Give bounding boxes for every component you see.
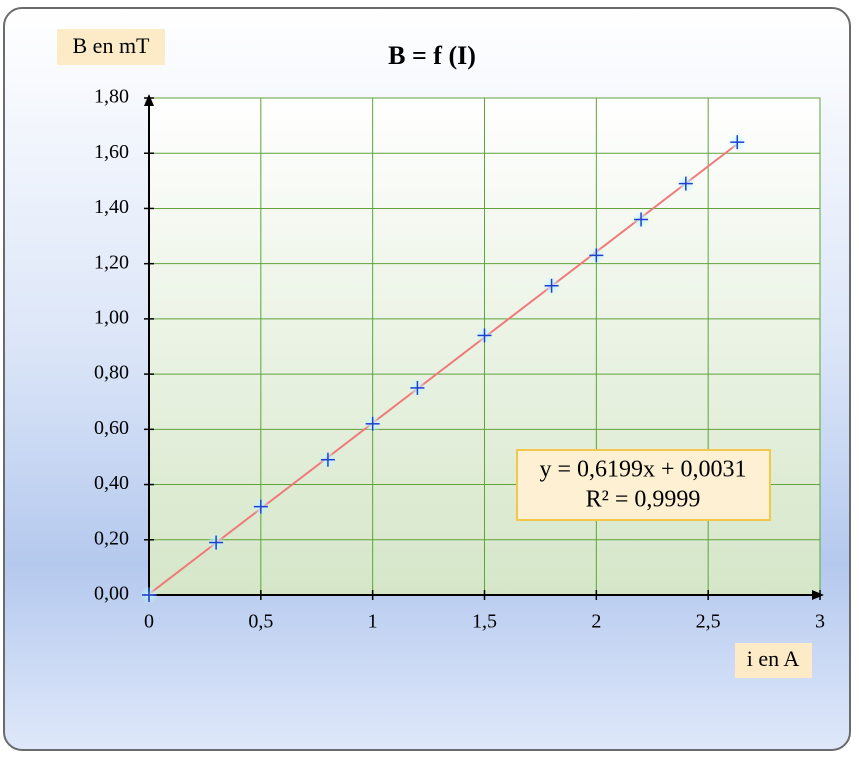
data-point bbox=[587, 246, 606, 265]
y-tick-label: 0,20 bbox=[94, 527, 129, 549]
y-label-box bbox=[57, 29, 165, 65]
y-tick-label: 1,60 bbox=[94, 141, 129, 163]
x-axis-label: i en A bbox=[747, 646, 800, 671]
y-tick-label: 1,00 bbox=[94, 306, 129, 328]
y-tick-label: 0,40 bbox=[94, 472, 129, 494]
x-tick-label: 1 bbox=[368, 611, 378, 633]
y-tick-label: 1,20 bbox=[94, 251, 129, 273]
data-point bbox=[363, 414, 382, 433]
data-point bbox=[318, 450, 337, 469]
data-point bbox=[542, 276, 561, 295]
x-tick-label: 0 bbox=[144, 611, 154, 633]
x-tick-label: 3 bbox=[815, 611, 825, 633]
data-point bbox=[676, 174, 695, 193]
x-tick-label: 1,5 bbox=[472, 611, 497, 633]
grid: 0,00 0,20 0,40 0,60 0,80 1,00 1,20 1,40 1,60 1,80… bbox=[94, 86, 825, 633]
y-tick-label: 0,80 bbox=[94, 362, 129, 384]
y-axis-label: B en mT bbox=[73, 33, 151, 58]
trendline-r2: R² = 0,9999 bbox=[586, 487, 701, 513]
y-tick-label: 0,60 bbox=[94, 417, 129, 439]
chart-title: B = f (I) bbox=[388, 41, 476, 70]
x-tick-label: 2,5 bbox=[696, 611, 721, 633]
x-label-box bbox=[735, 643, 812, 678]
x-tick-label: 0,5 bbox=[248, 611, 273, 633]
data-point bbox=[207, 533, 226, 552]
y-tick-label: 1,40 bbox=[94, 196, 129, 218]
data bbox=[140, 133, 747, 604]
data-point bbox=[140, 586, 158, 604]
x-tick-label: 2 bbox=[591, 611, 601, 633]
data-point bbox=[475, 326, 494, 345]
data-point bbox=[632, 210, 651, 229]
data-point bbox=[728, 133, 747, 152]
equation-box bbox=[516, 449, 771, 521]
y-tick-label: 1,80 bbox=[94, 86, 129, 108]
data-point bbox=[408, 378, 427, 397]
y-tick-label: 0,00 bbox=[94, 583, 129, 605]
data-point bbox=[251, 497, 270, 516]
x-axis-arrow bbox=[812, 590, 824, 600]
y-axis-arrow bbox=[144, 94, 154, 106]
trendline-equation: y = 0,6199x + 0,0031 bbox=[539, 457, 746, 483]
